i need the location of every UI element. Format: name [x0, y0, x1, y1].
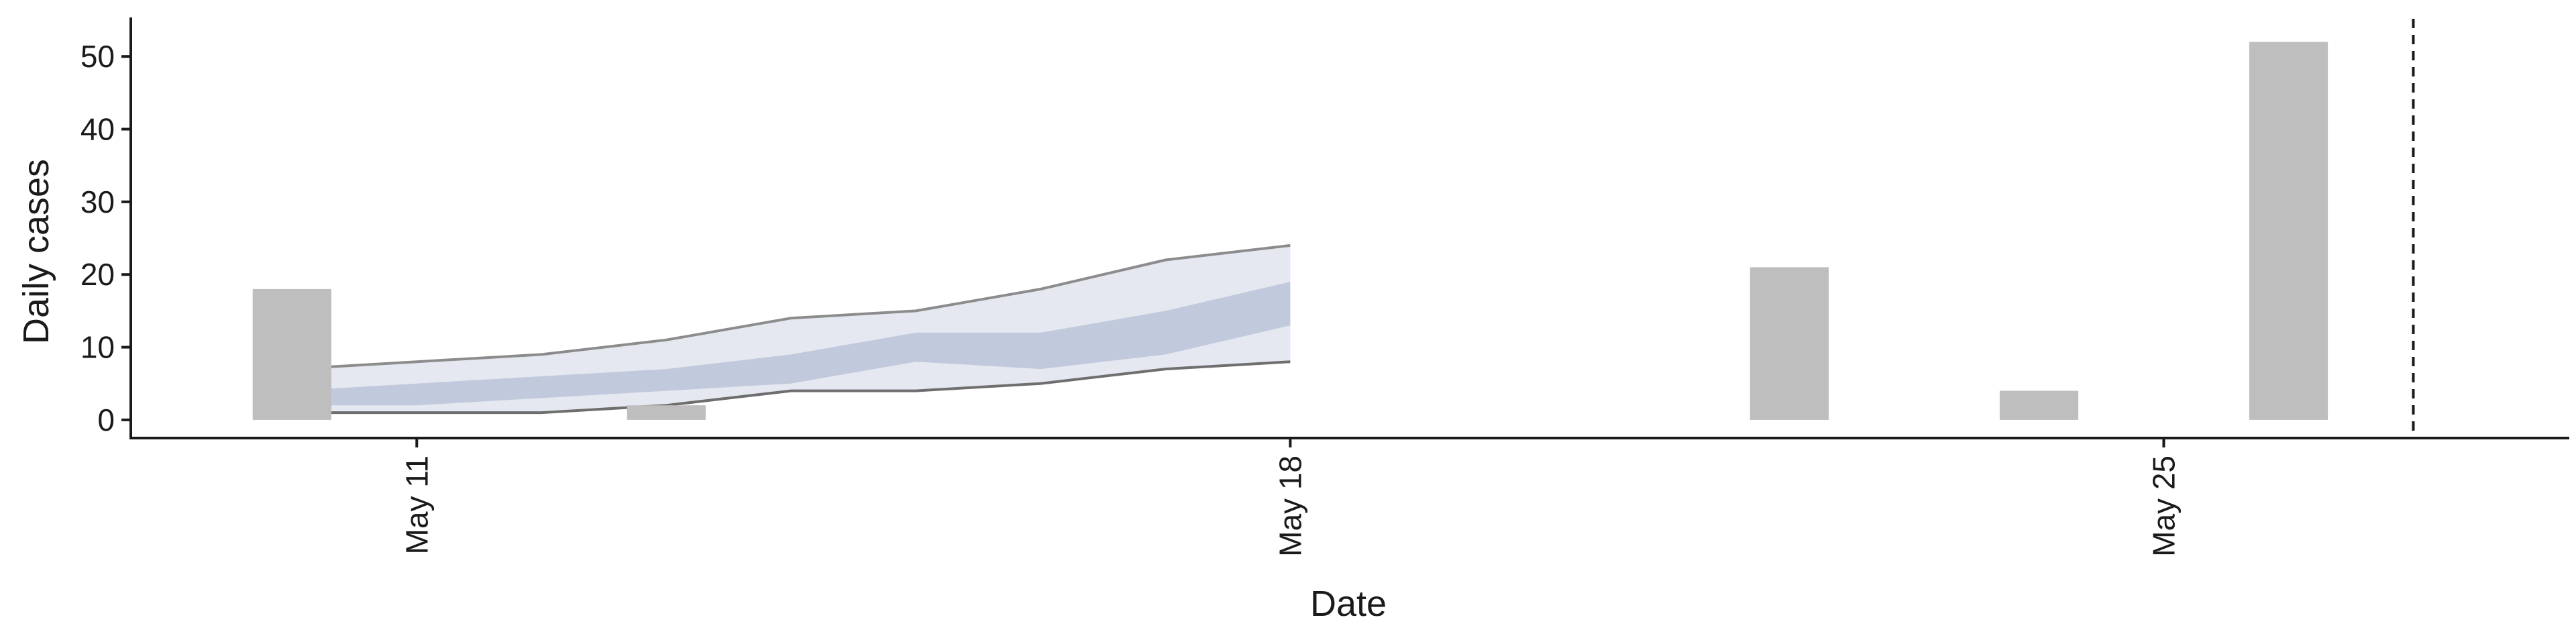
bar [2249, 42, 2328, 420]
bar [252, 288, 331, 420]
x-tick-label: May 11 [399, 455, 434, 554]
x-tick-label: May 25 [2147, 455, 2182, 557]
y-axis-title: Daily cases [16, 159, 56, 344]
forecast-layer [292, 244, 1291, 415]
bar [1750, 267, 1829, 420]
x-axis-title: Date [1310, 584, 1387, 624]
forecast-upper-line [292, 244, 1291, 371]
forecast-lower-line [292, 360, 1291, 415]
bars-layer [252, 42, 2328, 420]
y-tick-label: 0 [97, 402, 115, 437]
y-tick-label: 50 [80, 39, 115, 74]
y-tick-label: 30 [80, 184, 115, 219]
axes-layer: 0 10 20 30 40 50 May 11 May 18 May 25 [80, 17, 2569, 557]
forecast-inner-band [292, 282, 1291, 406]
x-tick-label: May 18 [1273, 455, 1307, 557]
y-tick-label: 40 [80, 112, 115, 147]
bar [627, 405, 706, 420]
y-tick-label: 20 [80, 257, 115, 292]
y-tick-label: 10 [80, 330, 115, 365]
bar [1999, 390, 2079, 420]
forecast-outer-band [292, 245, 1291, 413]
